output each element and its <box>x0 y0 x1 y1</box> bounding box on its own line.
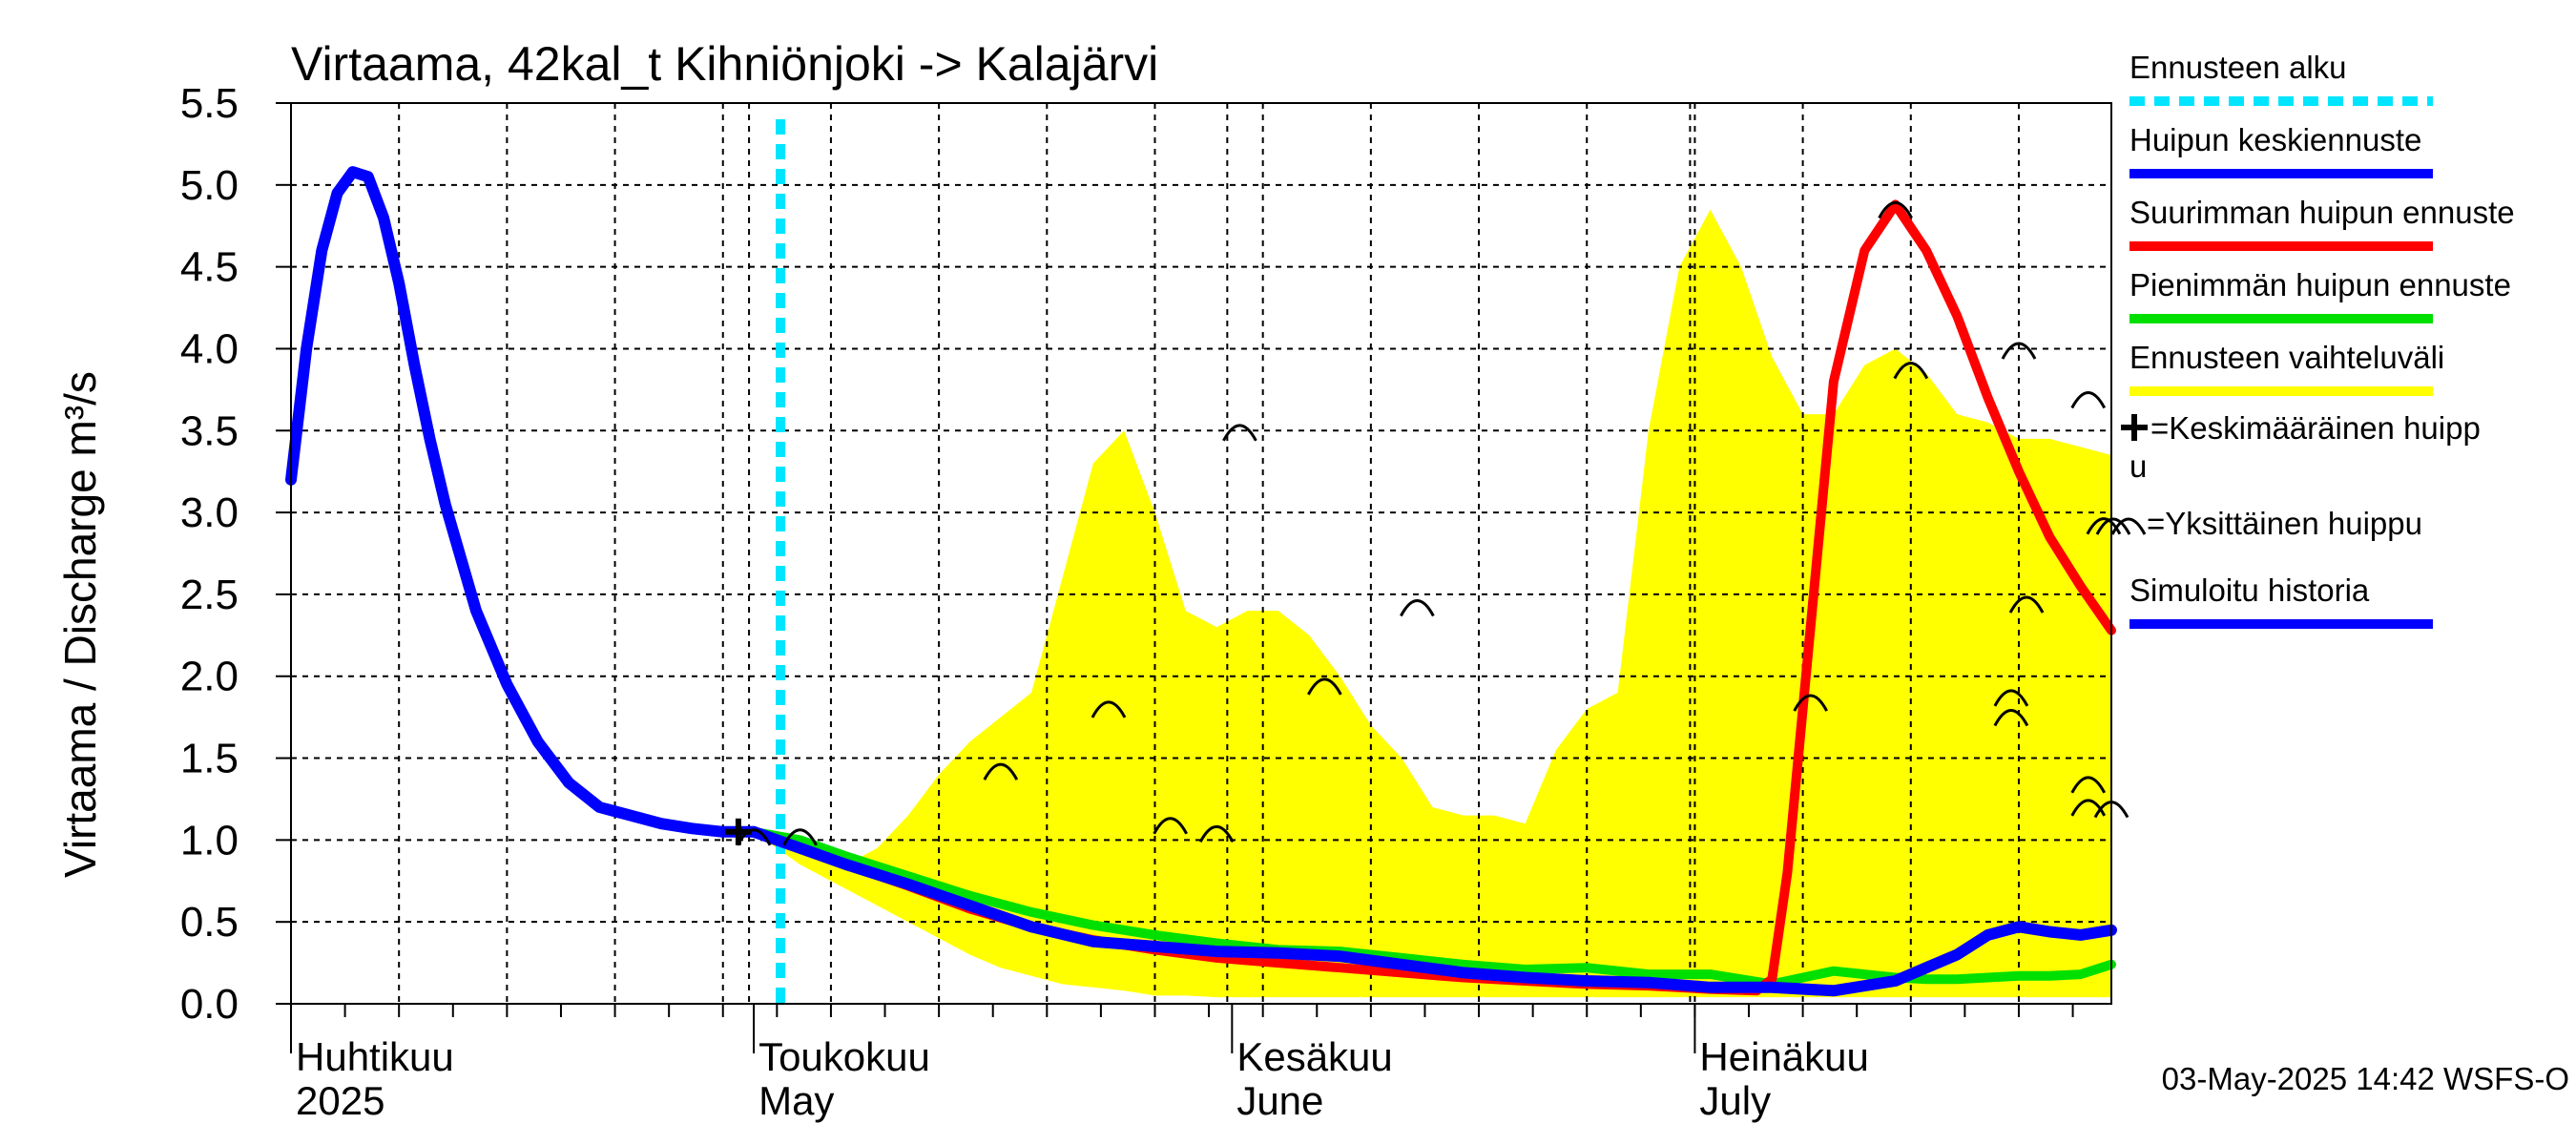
y-tick-label: 3.0 <box>180 489 239 536</box>
footer-timestamp: 03-May-2025 14:42 WSFS-O <box>2162 1061 2569 1096</box>
single-peak-marker <box>2070 776 2107 794</box>
single-peak-marker <box>1993 709 2029 727</box>
y-tick-label: 4.5 <box>180 244 239 291</box>
y-tick-label: 2.0 <box>180 654 239 700</box>
single-peak-marker <box>1307 677 1342 696</box>
single-peak-marker <box>1893 362 1929 380</box>
legend-item: Ennusteen vaihteluväli <box>2129 340 2444 396</box>
month-label-fi: Heinäkuu <box>1699 1034 1868 1079</box>
month-label-fi: Toukokuu <box>758 1034 930 1079</box>
single-peak-marker <box>1400 599 1435 617</box>
single-peak-marker <box>1993 689 2029 707</box>
y-tick-label: 0.0 <box>180 981 239 1028</box>
legend-item: Pienimmän huipun ennuste <box>2129 267 2511 323</box>
single-peak-marker <box>1198 824 1235 843</box>
y-tick-label: 1.5 <box>180 736 239 782</box>
y-tick-label: 0.5 <box>180 899 239 946</box>
single-peak-marker <box>2008 595 2045 614</box>
month-label-en: July <box>1699 1078 1771 1123</box>
y-tick-label: 5.0 <box>180 162 239 209</box>
single-peak-marker <box>1153 817 1188 835</box>
legend-label: =Yksittäinen huippu <box>2147 506 2422 541</box>
y-axis-label: Virtaama / Discharge m³/s <box>55 371 105 878</box>
series-min_peak <box>749 826 2116 989</box>
grid <box>290 103 2111 1004</box>
single-peak-marker <box>1793 694 1829 712</box>
axes: 0.0 0.5 1.0 1.5 2.0 2.5 3.0 3.5 4.0 4.5 5.0 5.5 Huht… <box>180 80 2112 1123</box>
month-label-en: 2025 <box>296 1078 384 1123</box>
mean-peak-marker <box>724 818 752 845</box>
month-label-en: June <box>1236 1078 1323 1123</box>
single-peak-marker <box>2070 391 2107 409</box>
single-peak-marker <box>1091 700 1127 718</box>
single-peak-marker <box>2070 799 2107 817</box>
month-label-fi: Kesäkuu <box>1236 1034 1392 1079</box>
forecast-range-area <box>754 209 2111 998</box>
legend-label: Pienimmän huipun ennuste <box>2129 267 2511 302</box>
month-label-en: May <box>758 1078 834 1123</box>
single-peak-marker <box>983 762 1019 781</box>
legend-plus-icon <box>2121 414 2148 441</box>
series-history <box>285 166 760 838</box>
legend-label: Ennusteen vaihteluväli <box>2129 340 2444 375</box>
single-peak-marker <box>2001 342 2037 360</box>
legend-arc-icon <box>2110 517 2147 535</box>
single-peak-marker <box>1222 424 1257 442</box>
legend-item: Simuloitu historia <box>2129 572 2433 629</box>
peak-markers <box>724 200 2129 846</box>
legend-item: Ennusteen alku <box>2129 50 2433 106</box>
legend-label: Ennusteen alku <box>2129 50 2347 85</box>
single-peak-marker <box>1878 200 1913 219</box>
y-tick-label: 5.5 <box>180 80 239 127</box>
legend-label-continued: u <box>2129 448 2147 484</box>
y-tick-label: 2.5 <box>180 572 239 618</box>
legend: Ennusteen alku Huipun keskiennuste Suurimm… <box>2095 50 2515 629</box>
series-lines <box>285 119 2117 1004</box>
single-peak-marker <box>782 828 818 846</box>
series-mean_peak <box>748 825 2117 997</box>
legend-item: Suurimman huipun ennuste <box>2129 195 2515 251</box>
month-label-fi: Huhtikuu <box>296 1034 454 1079</box>
legend-label: Suurimman huipun ennuste <box>2129 195 2515 230</box>
y-tick-label: 3.5 <box>180 407 239 454</box>
chart-title: Virtaama, 42kal_t Kihniönjoki -> Kalajär… <box>291 37 1158 91</box>
y-tick-label: 4.0 <box>180 325 239 372</box>
y-tick-label: 1.0 <box>180 817 239 864</box>
range-polygon <box>754 209 2111 998</box>
legend-label: Simuloitu historia <box>2129 572 2370 608</box>
single-peak-marker <box>2086 517 2122 535</box>
legend-item: =Yksittäinen huippu <box>2095 506 2422 541</box>
legend-label: Huipun keskiennuste <box>2129 122 2421 157</box>
plot-frame <box>290 102 2112 1005</box>
legend-item: Huipun keskiennuste <box>2129 122 2433 178</box>
legend-label: =Keskimääräinen huipp <box>2150 410 2481 446</box>
legend-item: =Keskimääräinen huippu <box>2121 410 2481 484</box>
legend-arc-icon <box>2095 517 2131 535</box>
